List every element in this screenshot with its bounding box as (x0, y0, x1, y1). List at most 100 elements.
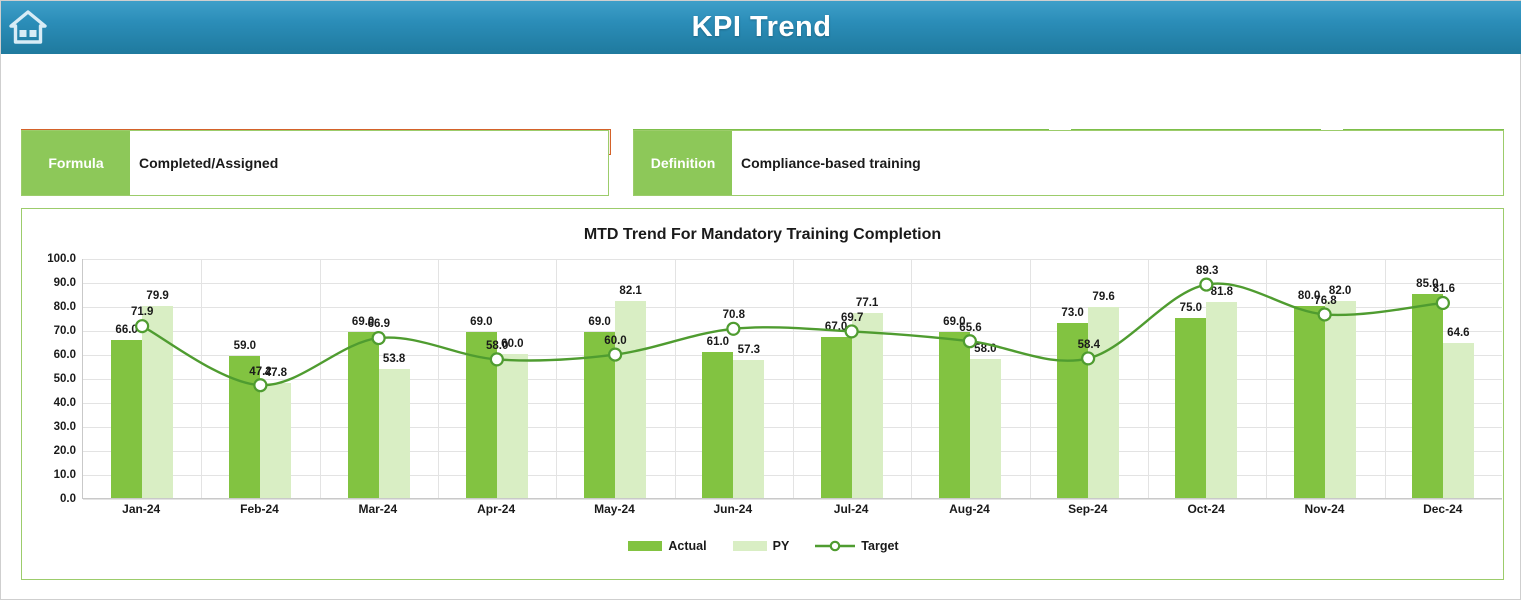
bar-py[interactable]: 47.8 (260, 367, 292, 498)
legend-label: Actual (668, 539, 707, 553)
home-icon[interactable] (5, 4, 51, 50)
bar-py[interactable]: 79.9 (142, 290, 174, 498)
bar-py[interactable]: 79.6 (1088, 291, 1120, 498)
bar-group: 85.0 64.6 (1384, 259, 1502, 498)
bar-py-label: 82.0 (1328, 285, 1352, 298)
bar-groups: 66.0 79.9 59.0 47.8 69.0 53.8 69.0 60.0 69.0 82.1… (83, 259, 1502, 498)
bar-group: 69.0 60.0 (438, 259, 556, 498)
bar-py[interactable]: 77.1 (851, 297, 883, 498)
app-header: KPI Trend (1, 1, 1521, 54)
bar-py[interactable]: 82.1 (615, 285, 647, 498)
bar-actual-label: 59.0 (233, 340, 257, 353)
bar-group: 59.0 47.8 (201, 259, 319, 498)
gridline (83, 427, 1502, 428)
legend-item-target[interactable]: Target (815, 539, 899, 553)
bar-actual-label: 69.0 (470, 316, 493, 329)
y-axis-tick: 60.0 (53, 349, 76, 361)
bar-py-label: 58.0 (974, 342, 997, 355)
bar-group: 69.0 53.8 (320, 259, 438, 498)
bar-actual-label: 67.0 (824, 321, 848, 334)
x-axis-tick: Jul-24 (833, 502, 869, 516)
bar-actual[interactable]: 66.0 (111, 324, 143, 498)
legend-item-actual[interactable]: Actual (628, 539, 707, 553)
formula-value: Completed/Assigned (130, 131, 608, 195)
bar-py-label: 82.1 (619, 284, 642, 297)
x-axis-tick: Oct-24 (1187, 502, 1225, 516)
bar-actual[interactable]: 69.0 (347, 316, 379, 498)
bar-py-label: 64.6 (1447, 326, 1470, 339)
filter-bar: Select KPI Mandatory Training Completion… (1, 54, 1521, 155)
bar-actual[interactable]: 61.0 (702, 336, 734, 498)
legend-line-marker-icon (815, 540, 856, 552)
bar-py[interactable]: 82.0 (1324, 285, 1356, 498)
page-title: KPI Trend (691, 11, 832, 43)
gridline (83, 451, 1502, 452)
x-axis-tick: Aug-24 (949, 502, 990, 516)
x-axis-tick: Nov-24 (1304, 502, 1345, 516)
plot-canvas: 66.0 79.9 59.0 47.8 69.0 53.8 69.0 60.0 69.0 82.1… (82, 259, 1502, 500)
bar-actual[interactable]: 80.0 (1293, 290, 1325, 498)
bar-group: 66.0 79.9 (83, 259, 201, 498)
legend-item-py[interactable]: PY (732, 539, 790, 553)
y-axis-tick: 20.0 (53, 445, 76, 457)
plot-area: 100.0 90.0 80.0 70.0 60.0 50.0 40.0 30.0 20.0 10.… (22, 253, 1505, 519)
bar-actual[interactable]: 69.0 (584, 316, 616, 498)
bar-actual[interactable]: 85.0 (1411, 278, 1443, 498)
y-axis-tick: 50.0 (53, 373, 76, 385)
legend-label: PY (772, 539, 790, 553)
legend-swatch-icon (732, 541, 767, 551)
bar-actual[interactable]: 67.0 (820, 321, 852, 498)
definition-label: Definition (634, 131, 732, 195)
x-axis-tick: Jun-24 (713, 502, 753, 516)
definition-value: Compliance-based training (732, 131, 1503, 195)
y-axis-tick: 80.0 (53, 301, 76, 313)
y-axis-tick: 90.0 (53, 277, 76, 289)
bar-actual-label: 66.0 (115, 323, 138, 336)
bar-py[interactable]: 53.8 (378, 353, 410, 498)
chart-title: MTD Trend For Mandatory Training Complet… (583, 226, 942, 243)
bar-py-label: 47.8 (264, 367, 288, 380)
bar-actual-label: 75.0 (1179, 302, 1203, 314)
x-axis: Jan-24 Feb-24 Mar-24 Apr-24 May-24 Jun-24 Jul-… (82, 502, 1502, 524)
bar-py[interactable]: 60.0 (496, 338, 528, 498)
legend-swatch-icon (628, 541, 663, 551)
bar-actual[interactable]: 69.0 (938, 316, 970, 498)
bar-group: 67.0 77.1 (793, 259, 911, 498)
x-axis-tick: Dec-24 (1423, 502, 1463, 516)
bar-py[interactable]: 64.6 (1442, 327, 1474, 498)
gridline (83, 499, 1502, 500)
bar-py-label: 79.6 (1092, 290, 1115, 303)
bar-actual[interactable]: 69.0 (465, 316, 497, 498)
bar-actual-label: 73.0 (1061, 306, 1084, 319)
bar-py-label: 60.0 (501, 338, 524, 350)
formula-label: Formula (22, 131, 130, 195)
x-axis-tick: Mar-24 (358, 502, 398, 516)
chart-panel: MTD Trend For Mandatory Training Complet… (21, 208, 1504, 580)
bar-actual[interactable]: 75.0 (1175, 302, 1207, 498)
definition-field: Definition Compliance-based training (633, 130, 1504, 196)
y-axis-tick: 0.0 (60, 493, 76, 505)
bar-group: 69.0 82.1 (556, 259, 674, 498)
bar-actual[interactable]: 73.0 (1057, 307, 1089, 498)
bar-actual[interactable]: 59.0 (229, 340, 261, 498)
y-axis-tick: 40.0 (53, 397, 76, 409)
chart-legend: Actual PY Target (22, 539, 1505, 553)
x-axis-tick: Jan-24 (122, 502, 161, 516)
bar-actual-label: 69.0 (351, 316, 375, 329)
bar-py-label: 79.9 (146, 290, 169, 303)
formula-field: Formula Completed/Assigned (21, 130, 609, 196)
y-axis-tick: 100.0 (47, 253, 76, 265)
bar-actual-label: 80.0 (1297, 290, 1321, 302)
bar-group: 69.0 58.0 (911, 259, 1029, 498)
legend-label: Target (861, 539, 899, 553)
x-axis-tick: Apr-24 (477, 502, 516, 516)
bar-py[interactable]: 81.8 (1206, 286, 1238, 498)
bar-py[interactable]: 57.3 (733, 344, 765, 498)
bar-py[interactable]: 58.0 (969, 343, 1001, 498)
bar-group: 61.0 57.3 (674, 259, 792, 498)
bar-group: 73.0 79.6 (1029, 259, 1147, 498)
bar-py-label: 81.8 (1210, 285, 1234, 298)
y-axis-tick: 10.0 (53, 469, 76, 481)
x-axis-tick: Feb-24 (240, 502, 279, 516)
